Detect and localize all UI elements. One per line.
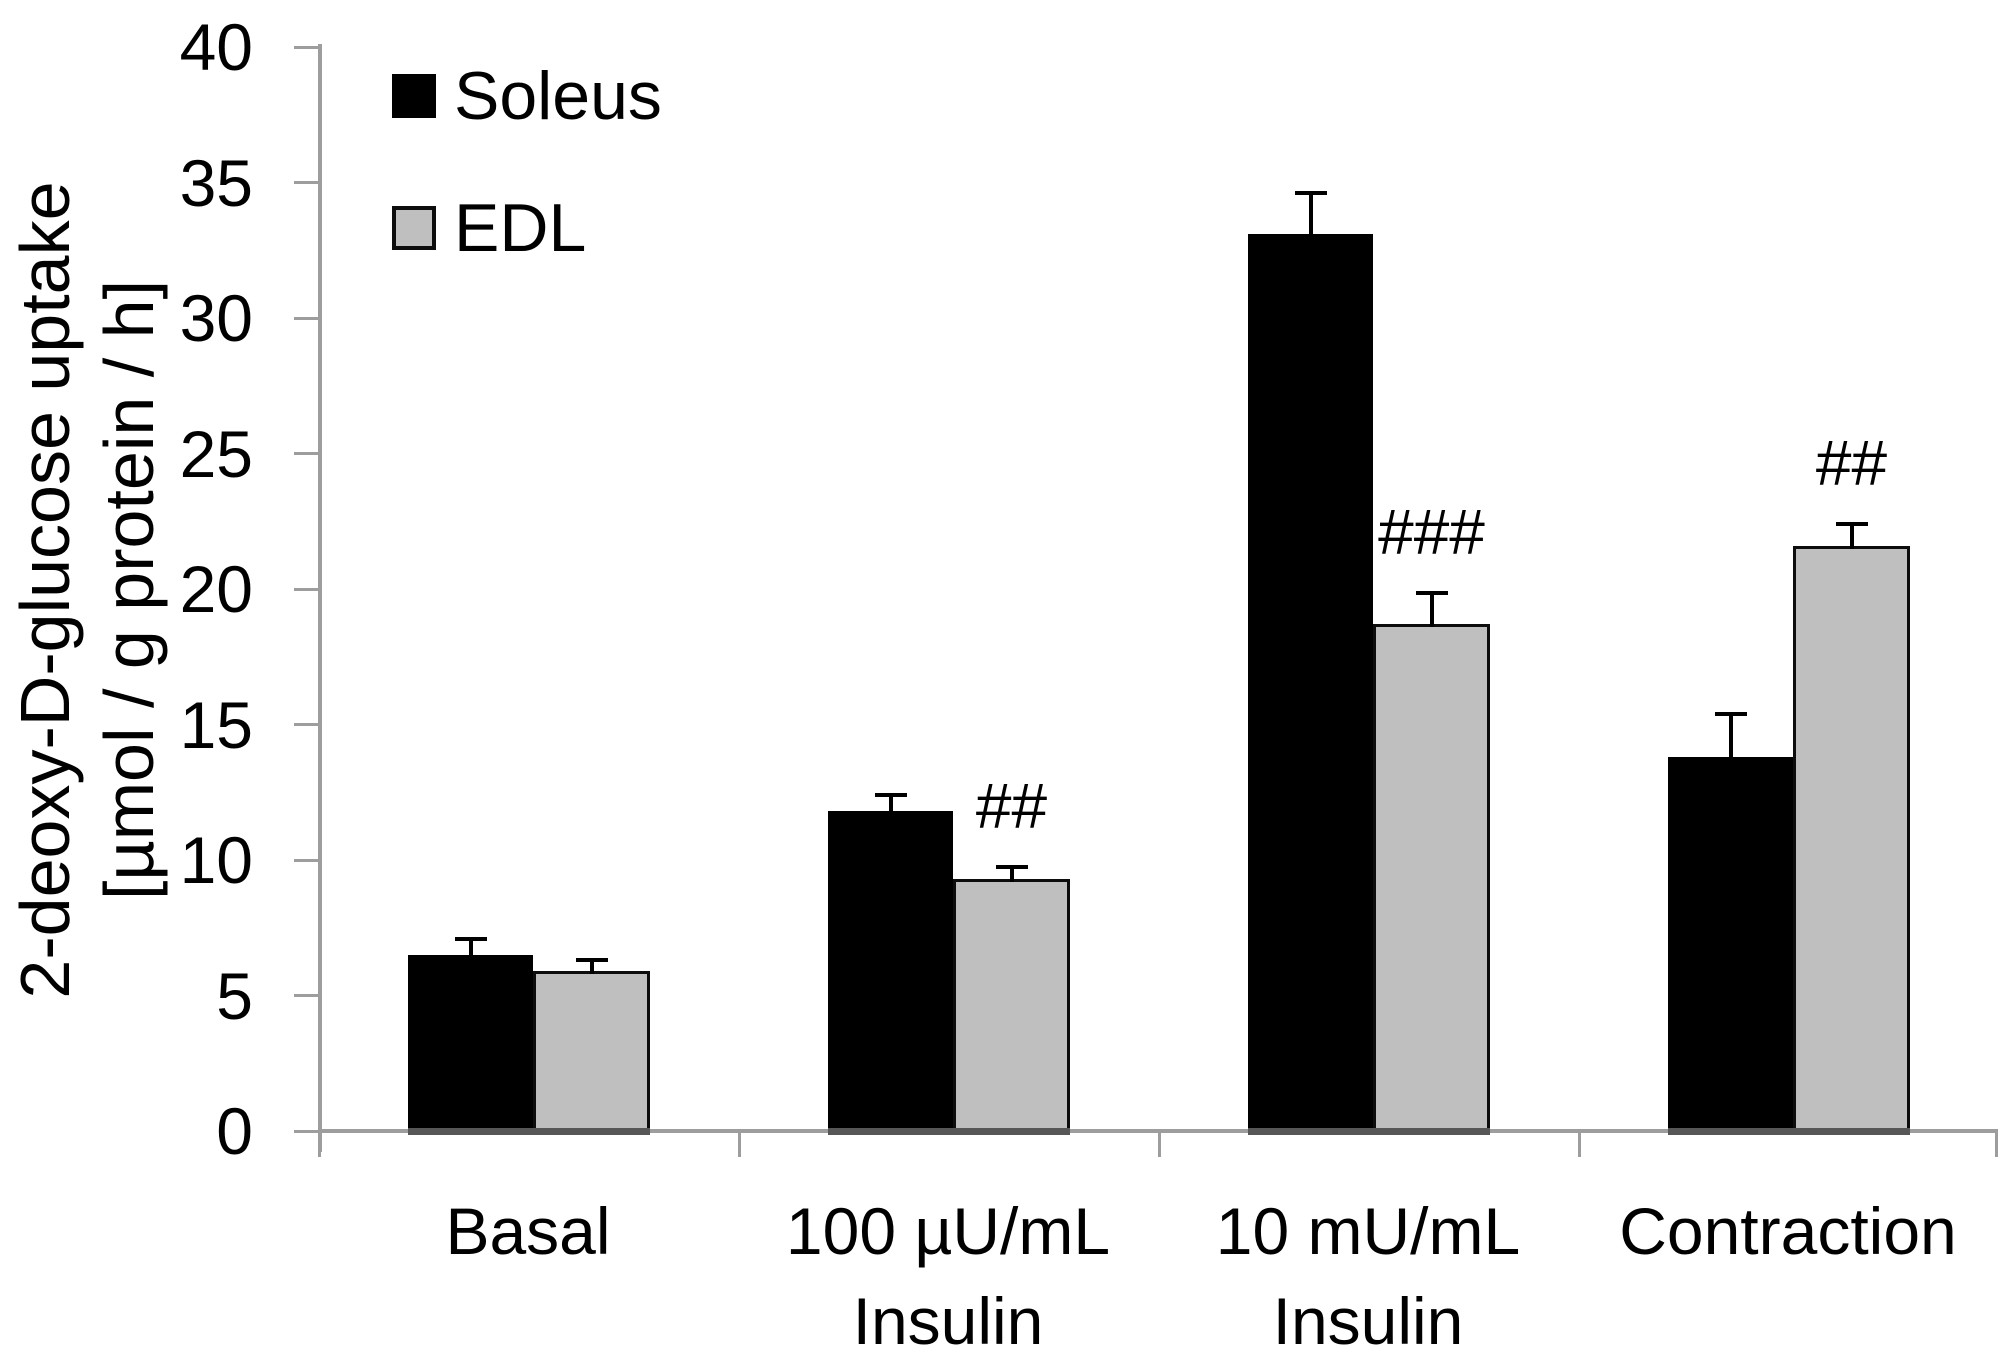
x-tick	[1995, 1129, 1998, 1157]
y-axis-line	[318, 44, 322, 1152]
bar-edl-2	[1373, 624, 1490, 1131]
legend-item-edl: EDL	[392, 194, 662, 262]
baseline-strip-3	[1668, 1128, 1910, 1135]
error-bar-stem-edl-2	[1429, 593, 1434, 628]
significance-annotation-edl-1: ##	[975, 769, 1048, 842]
y-tick-label: 0	[216, 1094, 253, 1168]
x-tick	[1158, 1129, 1161, 1157]
error-bar-stem-edl-1	[1009, 866, 1014, 882]
y-tick-label: 40	[179, 10, 253, 84]
error-bar-cap-soleus-2	[1294, 191, 1327, 196]
bar-soleus-2	[1248, 233, 1373, 1131]
x-category-label-2: 10 mU/mL Insulin	[1138, 1186, 1598, 1358]
x-category-label-0: Basal	[298, 1186, 758, 1276]
bar-edl-0	[533, 971, 650, 1131]
legend-item-soleus: Soleus	[392, 62, 662, 130]
y-tick	[294, 181, 318, 184]
x-category-label-line: Basal	[445, 1194, 611, 1268]
legend-label-soleus: Soleus	[454, 58, 662, 134]
x-category-label-1: 100 µU/mL Insulin	[718, 1186, 1178, 1358]
x-tick	[318, 1129, 321, 1157]
edl-swatch-icon	[392, 206, 436, 250]
bar-edl-3	[1793, 545, 1910, 1131]
y-axis-title-line1: 2-deoxy-D-glucose uptake	[6, 181, 84, 999]
y-tick	[294, 316, 318, 320]
baseline-strip-2	[1248, 1128, 1490, 1135]
error-bar-stem-edl-0	[589, 960, 594, 975]
bar-soleus-0	[408, 954, 533, 1131]
error-bar-cap-soleus-3	[1714, 711, 1747, 716]
significance-annotation-edl-2: ###	[1378, 496, 1485, 569]
y-tick	[294, 858, 318, 862]
y-tick	[294, 587, 318, 591]
soleus-swatch-icon	[392, 74, 436, 118]
y-tick-label: 35	[179, 145, 253, 220]
x-category-label-line: Insulin	[1272, 1284, 1464, 1358]
y-tick-label: 15	[179, 687, 253, 762]
y-tick	[294, 1129, 318, 1133]
significance-annotation-edl-3: ##	[1815, 426, 1888, 499]
error-bar-cap-edl-2	[1415, 591, 1448, 596]
error-bar-cap-edl-3	[1835, 521, 1868, 526]
y-tick-label: 5	[216, 958, 253, 1033]
x-category-label-line: Insulin	[852, 1284, 1044, 1358]
error-bar-cap-soleus-1	[874, 792, 907, 797]
x-category-label-3: Contraction	[1558, 1186, 2000, 1276]
baseline-strip-0	[408, 1128, 650, 1135]
y-tick	[294, 723, 318, 726]
y-tick	[294, 452, 318, 455]
error-bar-cap-edl-1	[995, 864, 1028, 869]
y-tick-label: 20	[179, 552, 253, 626]
x-category-label-line: 100 µU/mL	[785, 1194, 1111, 1268]
x-tick	[1578, 1129, 1581, 1157]
error-bar-stem-edl-3	[1849, 523, 1854, 549]
error-bar-stem-soleus-1	[888, 794, 893, 815]
x-category-label-line: 10 mU/mL	[1215, 1194, 1521, 1268]
x-category-label-line: Contraction	[1619, 1194, 1957, 1268]
error-bar-stem-soleus-3	[1728, 713, 1733, 761]
y-tick-label: 10	[179, 823, 253, 897]
error-bar-stem-soleus-0	[468, 938, 473, 958]
x-tick	[738, 1129, 741, 1157]
y-tick-label: 30	[179, 281, 253, 355]
error-bar-stem-soleus-2	[1308, 193, 1313, 237]
y-tick	[294, 45, 318, 49]
bar-edl-1	[953, 878, 1070, 1131]
legend-label-edl: EDL	[454, 190, 587, 266]
error-bar-cap-edl-0	[575, 958, 608, 963]
error-bar-cap-soleus-0	[454, 936, 487, 941]
legend: Soleus EDL	[392, 62, 662, 334]
baseline-strip-1	[828, 1128, 1070, 1135]
bar-soleus-1	[828, 811, 953, 1131]
bar-soleus-3	[1668, 757, 1793, 1131]
y-tick-label: 25	[179, 416, 253, 491]
y-tick	[294, 994, 318, 997]
